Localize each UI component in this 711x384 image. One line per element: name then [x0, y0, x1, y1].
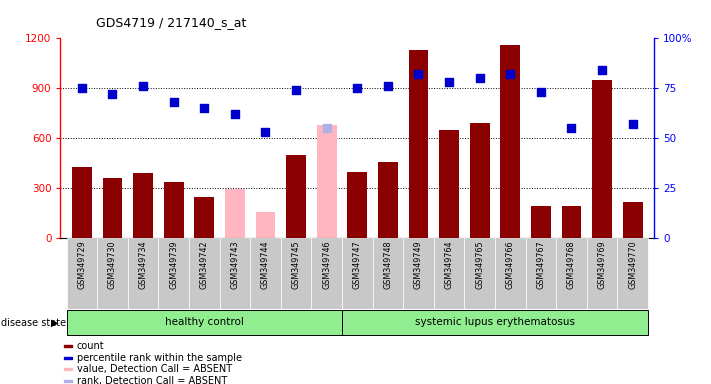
Bar: [133, 173, 153, 238]
Point: [290, 87, 301, 93]
Point: [535, 89, 547, 95]
Bar: [373, 238, 403, 309]
Point: [229, 111, 240, 118]
Point: [76, 85, 87, 91]
Text: value, Detection Call = ABSENT: value, Detection Call = ABSENT: [77, 364, 232, 374]
Bar: [501, 45, 520, 238]
Point: [566, 125, 577, 131]
Text: GSM349768: GSM349768: [567, 240, 576, 289]
Text: ▶: ▶: [50, 318, 58, 328]
Point: [168, 99, 179, 105]
Bar: [531, 206, 551, 238]
Point: [321, 125, 332, 131]
Bar: [67, 238, 97, 309]
Bar: [587, 238, 617, 309]
Bar: [562, 206, 582, 238]
Bar: [64, 380, 72, 382]
Bar: [72, 167, 92, 238]
Bar: [64, 346, 72, 347]
Bar: [164, 182, 183, 238]
Bar: [495, 238, 525, 309]
Bar: [403, 238, 434, 309]
Text: GSM349764: GSM349764: [444, 240, 454, 289]
Bar: [286, 155, 306, 238]
Bar: [617, 238, 648, 309]
Bar: [342, 310, 648, 334]
Text: count: count: [77, 341, 105, 351]
Bar: [255, 212, 275, 238]
Bar: [159, 238, 189, 309]
Text: GSM349747: GSM349747: [353, 240, 362, 289]
Text: GSM349767: GSM349767: [536, 240, 545, 289]
Point: [474, 75, 486, 81]
Text: GSM349769: GSM349769: [598, 240, 606, 289]
Bar: [348, 172, 367, 238]
Point: [137, 83, 149, 89]
Bar: [316, 125, 336, 238]
Text: GSM349729: GSM349729: [77, 240, 86, 289]
Text: systemic lupus erythematosus: systemic lupus erythematosus: [415, 317, 575, 327]
Bar: [250, 238, 281, 309]
Point: [260, 129, 271, 135]
Text: GSM349730: GSM349730: [108, 240, 117, 289]
Bar: [556, 238, 587, 309]
Bar: [281, 238, 311, 309]
Bar: [409, 50, 429, 238]
Bar: [434, 238, 464, 309]
Text: GSM349744: GSM349744: [261, 240, 270, 289]
Point: [444, 79, 455, 85]
Bar: [189, 238, 220, 309]
Text: GSM349746: GSM349746: [322, 240, 331, 289]
Text: GSM349734: GSM349734: [139, 240, 148, 289]
Bar: [470, 123, 490, 238]
Bar: [464, 238, 495, 309]
Text: GSM349765: GSM349765: [475, 240, 484, 289]
Bar: [439, 130, 459, 238]
Text: GSM349770: GSM349770: [629, 240, 637, 289]
Bar: [378, 162, 398, 238]
Point: [505, 71, 516, 78]
Bar: [64, 369, 72, 370]
Bar: [102, 178, 122, 238]
Bar: [225, 189, 245, 238]
Point: [413, 71, 424, 78]
Text: GSM349743: GSM349743: [230, 240, 240, 289]
Point: [351, 85, 363, 91]
Text: GSM349749: GSM349749: [414, 240, 423, 289]
Text: GDS4719 / 217140_s_at: GDS4719 / 217140_s_at: [96, 16, 246, 29]
Bar: [128, 238, 159, 309]
Text: GSM349739: GSM349739: [169, 240, 178, 289]
Point: [627, 121, 638, 127]
Text: GSM349742: GSM349742: [200, 240, 209, 289]
Bar: [67, 310, 342, 334]
Point: [198, 105, 210, 111]
Bar: [97, 238, 128, 309]
Bar: [623, 202, 643, 238]
Bar: [592, 80, 612, 238]
Text: healthy control: healthy control: [165, 317, 244, 327]
Text: disease state: disease state: [1, 318, 66, 328]
Bar: [311, 238, 342, 309]
Text: GSM349766: GSM349766: [506, 240, 515, 289]
Point: [597, 67, 608, 73]
Bar: [194, 197, 214, 238]
Text: rank, Detection Call = ABSENT: rank, Detection Call = ABSENT: [77, 376, 227, 384]
Bar: [342, 238, 373, 309]
Point: [107, 91, 118, 98]
Point: [383, 83, 394, 89]
Text: percentile rank within the sample: percentile rank within the sample: [77, 353, 242, 363]
Text: GSM349745: GSM349745: [292, 240, 301, 289]
Bar: [525, 238, 556, 309]
Bar: [64, 357, 72, 359]
Bar: [220, 238, 250, 309]
Text: GSM349748: GSM349748: [383, 240, 392, 289]
